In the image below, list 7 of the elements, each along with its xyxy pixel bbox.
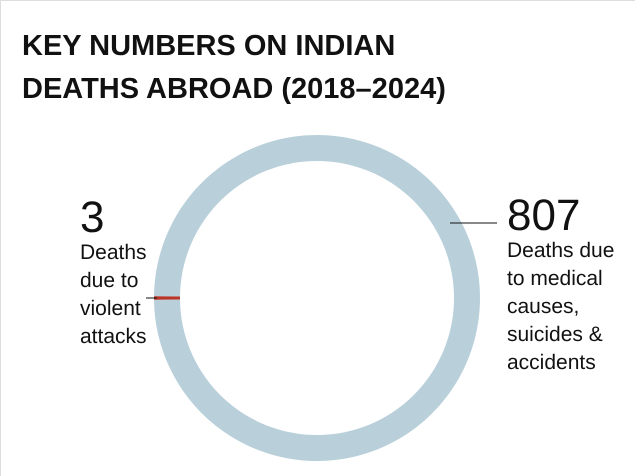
donut-slice: [154, 296, 180, 300]
slice-label: Deaths due to violent attacks: [80, 241, 147, 348]
donut-slice: [154, 135, 480, 461]
slice-label: Deaths due to medical causes, suicides & accidents: [507, 239, 614, 374]
data-label: 3: [80, 193, 104, 242]
chart-title: KEY NUMBERS ON INDIAN DEATHS ABROAD (2018–2024): [22, 30, 446, 105]
data-label: 807: [507, 191, 580, 240]
